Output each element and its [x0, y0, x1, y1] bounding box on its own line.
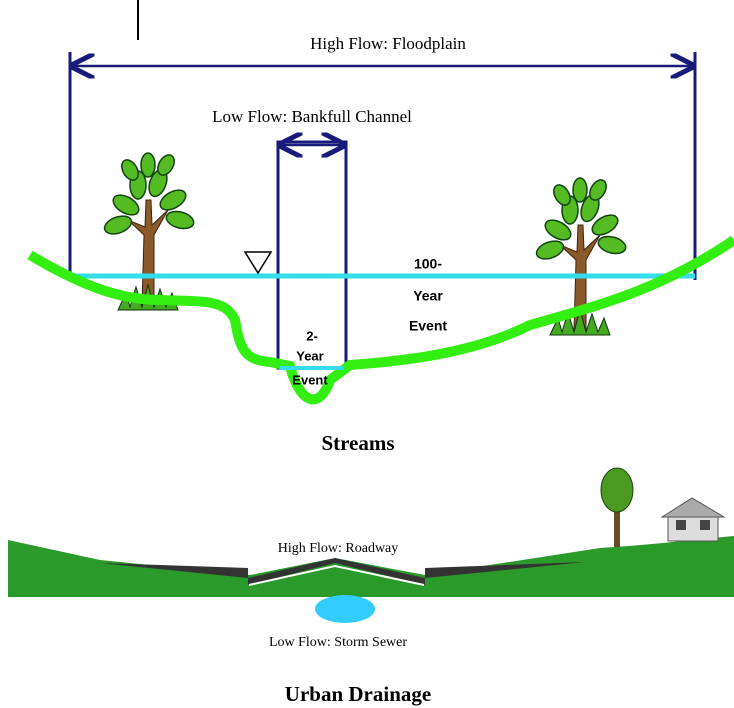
- urban-section: High Flow: Roadway Low Flow: Storm Sewer…: [8, 468, 734, 706]
- event-label: Event: [409, 318, 447, 334]
- floodplain-label: High Flow: Floodplain: [310, 34, 466, 53]
- tree: [102, 152, 195, 310]
- event-label: Event: [292, 372, 328, 387]
- sewer-label: Low Flow: Storm Sewer: [269, 635, 407, 650]
- storm-sewer: [315, 595, 375, 623]
- event-label: Year: [296, 348, 323, 363]
- small-tree: [601, 468, 633, 547]
- section-title: Streams: [321, 431, 394, 455]
- house: [662, 498, 724, 541]
- event-label: 2-: [306, 328, 318, 343]
- diagram: High Flow: Floodplain Low Flow: Bankfull…: [0, 0, 734, 708]
- bankfull-label: Low Flow: Bankfull Channel: [212, 107, 412, 126]
- ground-profile: [30, 240, 734, 399]
- streams-section: High Flow: Floodplain Low Flow: Bankfull…: [30, 0, 734, 455]
- water-symbol: [245, 252, 271, 273]
- event-label: 100-: [414, 256, 442, 272]
- roadway-label: High Flow: Roadway: [278, 541, 399, 556]
- section-title: Urban Drainage: [285, 682, 431, 706]
- event-label: Year: [413, 288, 443, 304]
